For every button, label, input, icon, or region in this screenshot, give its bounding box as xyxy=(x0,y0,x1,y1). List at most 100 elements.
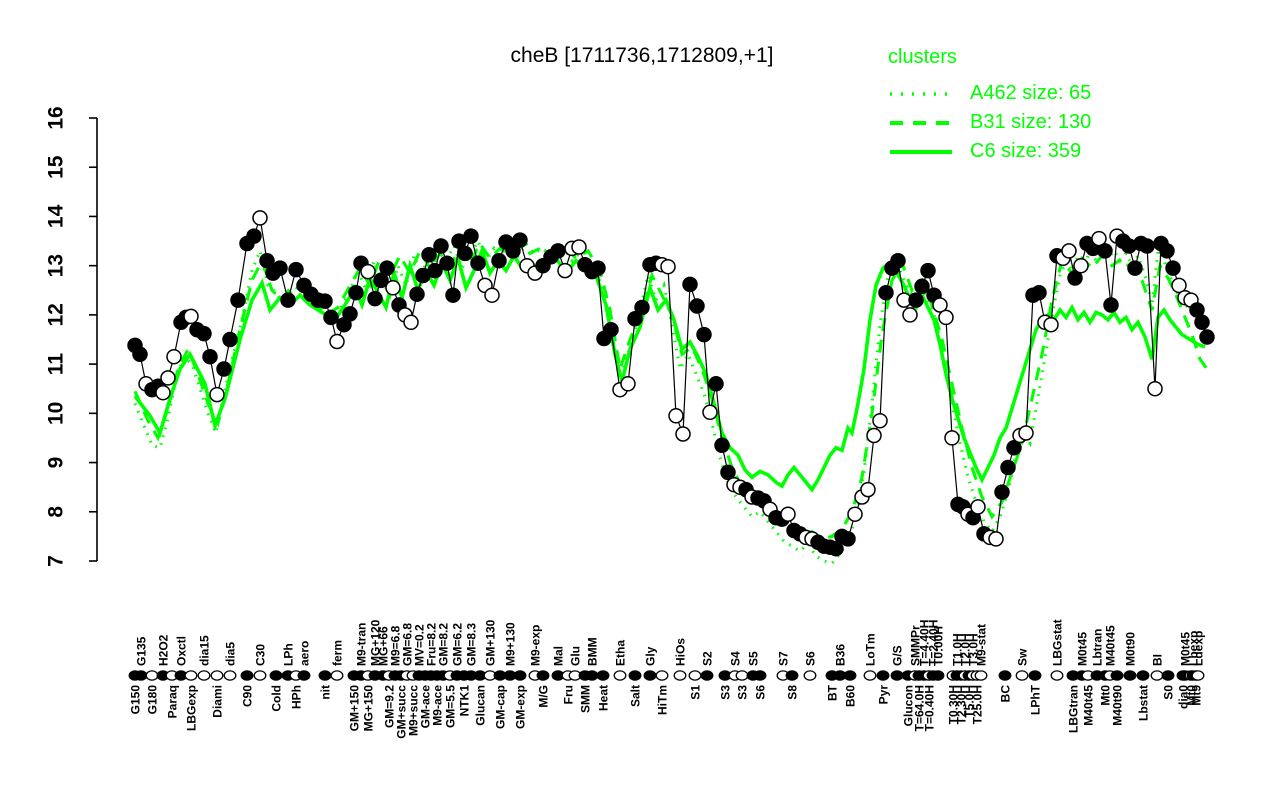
y-tick-label: 10 xyxy=(45,402,68,425)
condition-marker-filled xyxy=(269,670,283,681)
data-point-filled xyxy=(1159,243,1175,259)
data-point-open xyxy=(702,404,718,421)
condition-label: M9-ace xyxy=(431,685,445,726)
condition-marker-open xyxy=(688,670,702,681)
condition-label: T=64.0H xyxy=(913,685,927,731)
condition-marker-filled xyxy=(643,670,657,681)
data-point-open xyxy=(484,287,500,303)
condition-label: GM+succ xyxy=(395,685,409,739)
data-point-filled xyxy=(1103,297,1119,313)
data-point-filled xyxy=(373,272,389,289)
data-point-filled xyxy=(627,311,643,327)
data-point-filled xyxy=(491,252,507,269)
data-point-open xyxy=(620,376,636,392)
data-point-filled xyxy=(840,531,856,547)
condition-label: T1.0H xyxy=(951,633,965,666)
condition-label: T5.0H xyxy=(963,685,977,718)
condition-label: Gly xyxy=(644,646,658,666)
condition-label: ferm xyxy=(331,640,345,666)
data-point-filled xyxy=(222,331,238,348)
condition-label: T0:00H xyxy=(932,626,946,666)
condition-marker-filled xyxy=(843,670,857,681)
y-tick-label: 12 xyxy=(45,303,68,326)
expression-profile xyxy=(127,210,1215,557)
condition-label: M9-stat xyxy=(975,624,989,666)
condition-label: Lbstat xyxy=(1137,685,1151,721)
condition-marker-open xyxy=(253,670,267,681)
data-point-open xyxy=(902,307,918,323)
condition-label: LoTm xyxy=(864,633,878,666)
condition-label: LPh xyxy=(282,643,296,666)
condition-label: T2.0H xyxy=(959,633,973,666)
data-point-open xyxy=(1171,277,1187,294)
condition-label: G180 xyxy=(146,685,160,715)
condition-label: T25.0H xyxy=(971,685,985,724)
condition-marker-open xyxy=(655,670,669,681)
condition-marker-filled xyxy=(1123,670,1137,681)
x-axis-labels: G150 G135 G180 H2O2 Paraq Oxctl LBGexp dia15 Dia… xyxy=(129,619,1206,738)
condition-label: Paraq xyxy=(166,685,180,718)
condition-label: M9=6.8 xyxy=(389,625,403,666)
data-point-filled xyxy=(994,484,1010,500)
condition-marker-open xyxy=(223,670,237,681)
condition-marker-open xyxy=(210,670,224,681)
data-point-filled xyxy=(196,325,212,342)
data-point-filled xyxy=(1097,243,1113,259)
data-point-filled xyxy=(1006,440,1022,456)
data-point-open xyxy=(166,348,182,365)
condition-label: M9-tran xyxy=(355,623,369,666)
condition-marker-filled xyxy=(596,670,610,681)
condition-marker-open xyxy=(330,670,344,681)
condition-marker-filled xyxy=(931,670,945,681)
condition-marker-open xyxy=(735,670,749,681)
data-point-filled xyxy=(714,437,730,454)
condition-label: S3 xyxy=(736,685,750,700)
y-tick-label: 13 xyxy=(45,254,68,277)
data-point-filled xyxy=(439,255,455,271)
condition-label: GM=8.2 xyxy=(437,623,451,666)
data-point-filled xyxy=(433,238,449,254)
condition-marker-open xyxy=(673,670,687,681)
data-point-filled xyxy=(367,290,383,307)
condition-label: S3 xyxy=(719,685,733,700)
condition-marker-filled xyxy=(876,670,890,681)
condition-marker-open xyxy=(863,670,877,681)
data-point-filled xyxy=(890,252,906,269)
data-point-filled xyxy=(323,309,339,326)
data-point-open xyxy=(183,308,199,325)
condition-label: aero xyxy=(298,641,312,666)
condition-label: S6 xyxy=(804,651,818,666)
data-point-open xyxy=(932,297,948,313)
condition-label: S6 xyxy=(754,685,768,700)
data-point-filled xyxy=(470,255,486,271)
condition-marker-open xyxy=(613,670,627,681)
condition-label: Glu xyxy=(569,646,583,666)
data-point-filled xyxy=(505,243,521,259)
data-point-open xyxy=(1147,380,1163,397)
condition-label: G150 xyxy=(129,685,143,715)
condition-marker-filled xyxy=(1028,670,1042,681)
data-point-open xyxy=(1043,316,1059,333)
condition-label: Diami xyxy=(211,685,225,718)
condition-label: Mt0 xyxy=(1185,685,1199,706)
solid-line-sample-icon xyxy=(890,149,952,154)
data-point-open xyxy=(557,262,573,279)
data-point-filled xyxy=(828,540,844,557)
condition-label: GM=6.8 xyxy=(401,623,415,666)
condition-label: nit xyxy=(319,685,333,700)
data-point-filled xyxy=(288,261,304,278)
data-point-filled xyxy=(246,228,262,244)
data-point-open xyxy=(360,263,376,280)
condition-label: dia15 xyxy=(198,635,212,666)
data-point-open xyxy=(866,427,882,444)
condition-label: S1 xyxy=(689,685,703,700)
condition-label: M9+130 xyxy=(504,622,518,666)
condition-label: BMM xyxy=(586,637,600,666)
data-point-filled xyxy=(132,346,148,363)
condition-label: Mt0 xyxy=(1099,685,1113,706)
condition-label: M0t90 xyxy=(1124,632,1138,666)
data-point-filled xyxy=(914,278,930,295)
data-point-open xyxy=(970,499,986,515)
condition-label: GM-ace xyxy=(419,685,433,729)
